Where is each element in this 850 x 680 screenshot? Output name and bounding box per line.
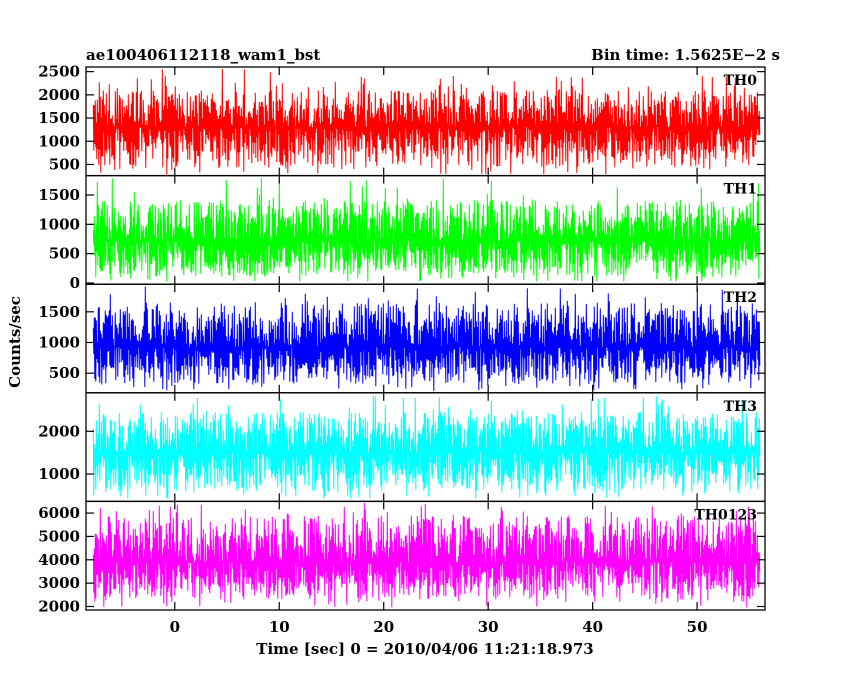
x-tick-label: 50 xyxy=(687,618,708,636)
x-axis-title: Time [sec] 0 = 2010/04/06 11:21:18.973 xyxy=(256,640,593,658)
x-tick-label: 30 xyxy=(478,618,499,636)
chart-title: ae100406112118_wam1_bst xyxy=(86,46,320,64)
y-tick-label: 3000 xyxy=(38,574,80,592)
panel-th3: 1000 2000 TH3 xyxy=(38,392,766,503)
series-line-th0123 xyxy=(92,502,761,608)
y-tick-label: 1000 xyxy=(38,215,80,233)
x-tick-label: 20 xyxy=(373,618,394,636)
y-tick-label: 4000 xyxy=(38,551,80,569)
panel-label-th3: TH3 xyxy=(724,399,757,415)
panel-th0123: 2000 3000 4000 5000 6000 TH0123 xyxy=(38,500,766,615)
panels-group: 500 1000 1500 2000 2500 TH0 0 500 1000 1500 TH1 500… xyxy=(38,63,766,615)
x-tick-label: 40 xyxy=(582,618,603,636)
panel-label-th1: TH1 xyxy=(724,182,757,198)
bin-time-label: Bin time: 1.5625E−2 s xyxy=(591,46,780,64)
y-tick-label: 1000 xyxy=(38,333,80,351)
y-tick-label: 2000 xyxy=(38,86,80,104)
y-tick-label: 1500 xyxy=(38,186,80,204)
panel-label-th0: TH0 xyxy=(724,73,758,89)
panel-label-th2: TH2 xyxy=(724,290,757,306)
series-line-th2 xyxy=(92,286,761,391)
y-tick-label: 0 xyxy=(70,274,80,292)
y-tick-label: 6000 xyxy=(38,504,80,522)
y-tick-label: 1500 xyxy=(38,109,80,127)
panel-frame xyxy=(85,500,766,611)
x-axis: 0 10 20 30 40 50 xyxy=(170,67,708,636)
y-tick-label: 500 xyxy=(49,245,80,263)
y-tick-label: 1000 xyxy=(38,132,80,150)
panel-th1: 0 500 1000 1500 TH1 xyxy=(38,174,766,292)
y-tick-label: 500 xyxy=(49,364,80,382)
y-axis-title: Counts/sec xyxy=(6,296,24,388)
series-line-th3 xyxy=(92,395,761,499)
panel-th0: 500 1000 1500 2000 2500 TH0 xyxy=(38,63,766,177)
x-tick-label: 10 xyxy=(269,618,290,636)
x-tick-label: 0 xyxy=(170,618,180,636)
y-tick-label: 1000 xyxy=(38,465,80,483)
panel-th2: 500 1000 1500 TH2 xyxy=(38,283,766,394)
series-line-th1 xyxy=(92,177,761,282)
series-line-th0 xyxy=(92,68,761,175)
y-tick-label: 500 xyxy=(49,155,80,173)
panel-label-th0123: TH0123 xyxy=(694,507,757,523)
y-tick-label: 1500 xyxy=(38,303,80,321)
y-tick-label: 2000 xyxy=(38,597,80,615)
y-tick-label: 2000 xyxy=(38,422,80,440)
y-tick-label: 5000 xyxy=(38,527,80,545)
y-tick-label: 2500 xyxy=(38,63,80,81)
